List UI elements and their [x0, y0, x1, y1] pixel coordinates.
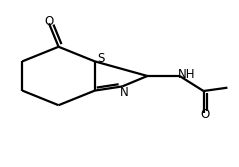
Text: O: O — [44, 15, 54, 28]
Text: O: O — [200, 108, 209, 121]
Text: NH: NH — [178, 68, 195, 81]
Text: S: S — [97, 52, 104, 65]
Text: N: N — [120, 86, 129, 99]
